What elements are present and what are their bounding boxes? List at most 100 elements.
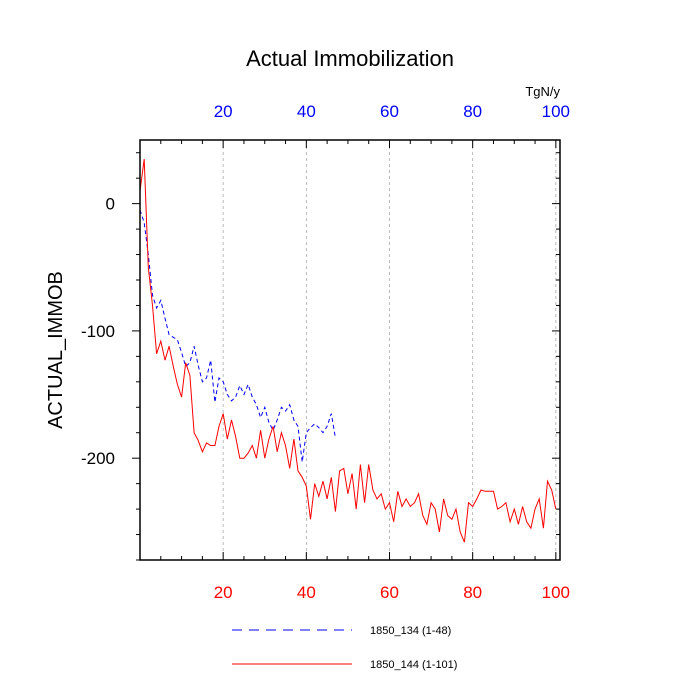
series-0-point-13 [193, 345, 195, 347]
series-1-point-84 [488, 490, 490, 492]
series-0-point-14 [197, 364, 199, 366]
series-0-point-38 [297, 425, 299, 427]
series-1-point-16 [205, 442, 207, 444]
series-1-point-58 [380, 493, 382, 495]
series-1-point-31 [268, 438, 270, 440]
series-0-point-42 [313, 423, 315, 425]
series-0-point-18 [214, 401, 216, 403]
series-1-point-89 [509, 521, 511, 523]
series-1-point-45 [326, 498, 328, 500]
y-tick-label--200: -200 [81, 449, 115, 468]
series-0-point-12 [189, 362, 191, 364]
series-1-point-33 [276, 451, 278, 453]
series-0-point-34 [280, 406, 282, 408]
series-0-point-25 [243, 393, 245, 395]
series-1-point-91 [517, 523, 519, 525]
series-0-point-33 [276, 419, 278, 421]
chart-title: Actual Immobilization [246, 46, 454, 71]
series-0-point-27 [251, 396, 253, 398]
series-0-point-31 [268, 421, 270, 423]
series-1-point-28 [255, 457, 257, 459]
series-1-point-97 [542, 527, 544, 529]
series-1-point-83 [484, 490, 486, 492]
series-1-point-40 [305, 485, 307, 487]
series-0-point-26 [247, 383, 249, 385]
series-0-point-30 [264, 406, 266, 408]
series-1-point-25 [243, 457, 245, 459]
series-1-point-73 [442, 498, 444, 500]
series-1-point-4 [155, 353, 157, 355]
x-tick-label-bottom-20: 20 [214, 583, 233, 602]
series-0-point-7 [168, 334, 170, 336]
series-1-point-96 [538, 498, 540, 500]
legend-label-1850-144: 1850_144 (1-101) [370, 659, 457, 671]
series-1-point-10 [180, 396, 182, 398]
series-1-point-14 [197, 439, 199, 441]
series-0-point-16 [205, 377, 207, 379]
series-line-1 [139, 159, 557, 543]
series-1-point-6 [164, 359, 166, 361]
series-1-point-53 [359, 463, 361, 465]
series-1-point-1 [143, 158, 145, 160]
series-1-point-69 [426, 523, 428, 525]
series-0-point-24 [239, 384, 241, 386]
series-1-point-61 [392, 521, 394, 523]
grid-lines [222, 140, 557, 560]
series-1-point-50 [347, 493, 349, 495]
series-1-point-46 [330, 476, 332, 478]
series-1-point-36 [289, 467, 291, 469]
series-lines [139, 158, 557, 543]
series-1-point-17 [209, 444, 211, 446]
y-axis-label: ACTUAL_IMMOB [45, 271, 67, 429]
series-1-point-81 [476, 498, 478, 500]
plot-frame [139, 139, 561, 561]
series-0-point-10 [180, 351, 182, 353]
series-0-point-35 [284, 410, 286, 412]
x-tick-label-bottom-80: 80 [463, 583, 482, 602]
series-0-point-43 [318, 426, 320, 428]
series-1-point-11 [185, 362, 187, 364]
series-1-point-19 [218, 425, 220, 427]
series-1-point-24 [239, 457, 241, 459]
series-1-point-74 [447, 514, 449, 516]
series-1-point-90 [513, 508, 515, 510]
series-1-point-77 [459, 531, 461, 533]
series-1-point-7 [168, 345, 170, 347]
series-1-point-22 [230, 419, 232, 421]
series-1-point-99 [550, 489, 552, 491]
series-1-point-55 [368, 463, 370, 465]
series-1-point-34 [280, 432, 282, 434]
series-1-point-71 [434, 508, 436, 510]
x-tick-label-top-60: 60 [380, 102, 399, 121]
series-1-point-42 [313, 482, 315, 484]
series-1-point-18 [214, 444, 216, 446]
legend-label-1850-134: 1850_134 (1-48) [370, 625, 451, 637]
series-line-0 [139, 209, 336, 463]
tick-labels: 20 40 60 80 100 20 40 60 80 100 0 -100 -200 [81, 102, 570, 602]
series-0-point-5 [160, 299, 162, 301]
series-0-point-9 [176, 339, 178, 341]
series-1-point-21 [226, 438, 228, 440]
series-1-point-5 [160, 340, 162, 342]
series-1-point-12 [189, 374, 191, 376]
series-1-point-54 [363, 502, 365, 504]
series-1-point-92 [521, 505, 523, 507]
series-0-point-17 [209, 359, 211, 361]
series-0-point-39 [301, 461, 303, 463]
series-1-point-59 [384, 508, 386, 510]
series-1-point-68 [422, 514, 424, 516]
x-tick-label-top-20: 20 [214, 102, 233, 121]
y-tick-label--100: -100 [81, 322, 115, 341]
series-0-point-36 [289, 404, 291, 406]
series-0-point-28 [255, 404, 257, 406]
series-1-point-20 [222, 412, 224, 414]
series-0-point-6 [164, 317, 166, 319]
series-1-point-80 [471, 505, 473, 507]
series-1-point-62 [397, 490, 399, 492]
series-1-point-38 [297, 470, 299, 472]
series-0-point-23 [234, 396, 236, 398]
series-1-point-75 [451, 518, 453, 520]
series-1-point-3 [151, 304, 153, 306]
series-1-point-35 [284, 444, 286, 446]
